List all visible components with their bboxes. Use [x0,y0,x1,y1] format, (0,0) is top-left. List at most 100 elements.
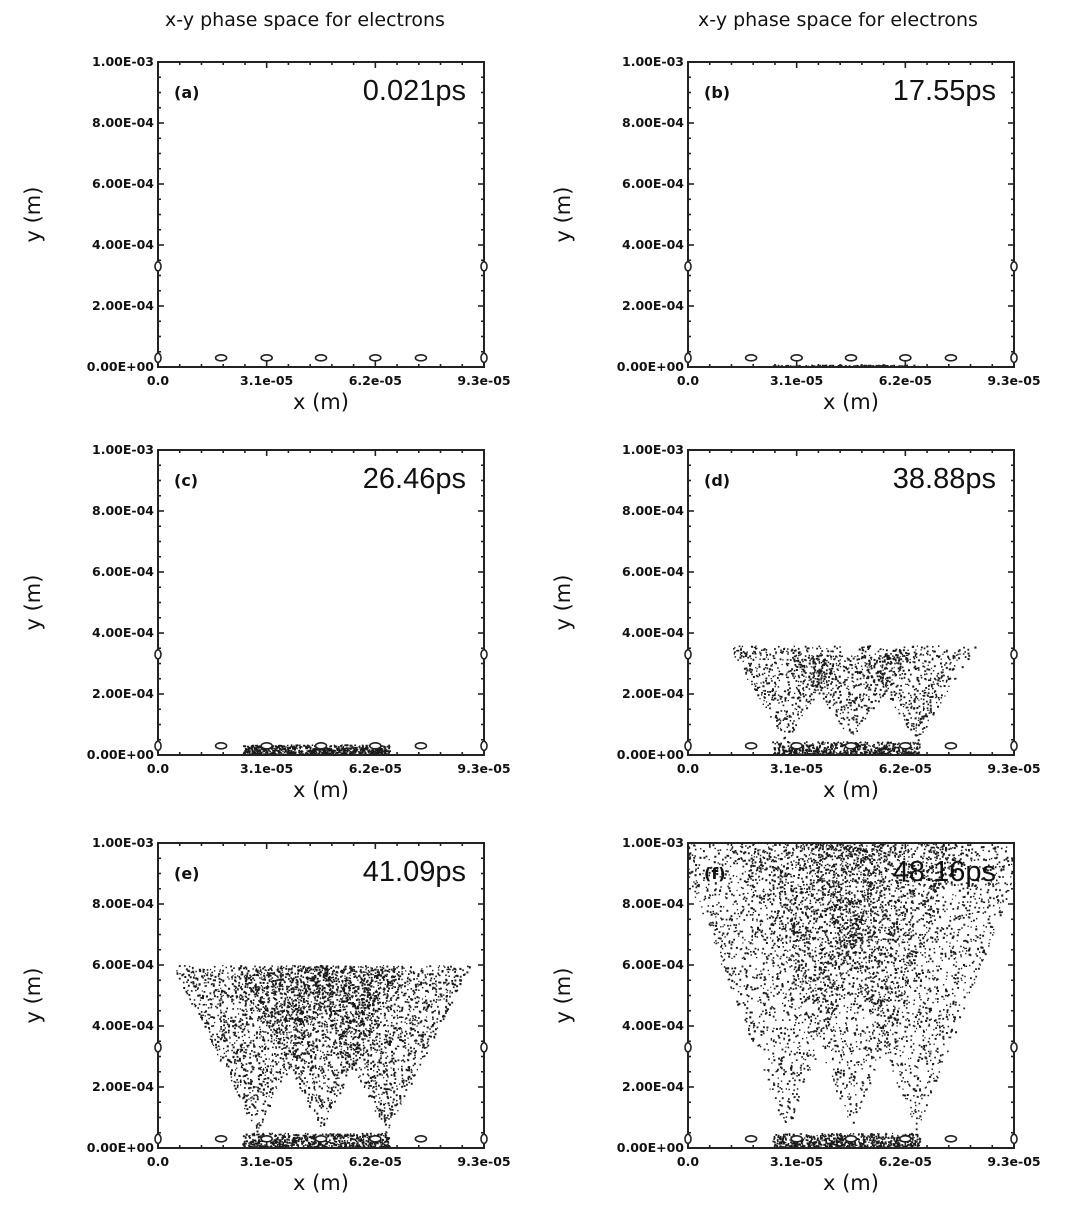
boundary-marker [744,1135,758,1143]
electron-points [741,843,960,1124]
y-tick-label: 0.00E+00 [87,747,155,762]
boundary-marker [1010,649,1018,660]
panel-f: 0.00E+00 2.00E-04 4.00E-04 6.00E-04 8.00E-04… [551,835,1041,1195]
y-tick-label: 0.00E+00 [617,747,685,762]
y-tick-label: 6.00E-04 [92,564,154,579]
y-tick-label: 2.00E-04 [622,298,684,313]
plot-frame [157,449,485,756]
electron-region-cone-1 [688,843,897,1123]
x-tick-label: 6.2e-05 [349,373,402,388]
x-tick-label: 0.0 [677,1154,699,1169]
x-tick-label: 6.2e-05 [879,373,932,388]
boundary-marker [369,1135,382,1143]
boundary-marker [480,261,488,272]
boundary-marker [1010,740,1018,752]
y-tick-label: 8.00E-04 [92,115,154,130]
x-tick-label: 6.2e-05 [349,1154,402,1169]
boundary-marker [684,649,692,660]
y-tick-label: 1.00E-03 [622,835,684,850]
boundary-marker [1010,1133,1018,1145]
y-tick-label: 8.00E-04 [622,115,684,130]
boundary-marker [154,1042,162,1053]
boundary-marker [260,354,273,362]
plot-frame [687,61,1015,368]
electron-points [176,965,338,1133]
electron-points [772,741,921,755]
plot-frame [157,61,485,368]
boundary-marker [844,354,858,362]
boundary-marker [944,354,958,362]
boundary-marker [414,1135,428,1143]
x-tick-label: 3.1e-05 [240,761,293,776]
y-tick-label: 4.00E-04 [622,1018,684,1033]
y-tick-label: 0.00E+00 [617,359,685,374]
y-axis-label: y (m) [551,968,575,1024]
x-tick-label: 0.0 [677,761,699,776]
electron-points [793,654,909,735]
boundary-marker [314,742,328,750]
electron-cloud [176,965,471,1148]
x-axis-label: x (m) [293,1171,349,1195]
panel-c: 0.00E+00 2.00E-04 4.00E-04 6.00E-04 8.00E-04… [21,442,511,802]
boundary-marker [790,354,803,362]
boundary-marker [414,354,428,362]
time-label: 41.09ps [363,856,466,888]
electron-cloud [733,645,977,755]
boundary-marker [369,742,382,750]
boundary-marker [844,742,858,750]
boundary-marker [369,354,382,362]
column-title-left: x-y phase space for electrons [165,9,445,31]
x-axis-label: x (m) [823,778,879,802]
y-tick-label: 2.00E-04 [92,298,154,313]
x-tick-label: 9.3e-05 [987,761,1040,776]
y-tick-label: 2.00E-04 [92,1079,154,1094]
boundary-marker [684,1133,692,1145]
x-axis-label: x (m) [293,390,349,414]
y-tick-label: 6.00E-04 [622,564,684,579]
boundary-marker [790,1135,803,1143]
y-axis-label: y (m) [21,575,45,631]
boundary-marker [684,352,692,364]
y-tick-label: 6.00E-04 [92,176,154,191]
x-axis-label: x (m) [823,390,879,414]
panel-b: 0.00E+00 2.00E-04 4.00E-04 6.00E-04 8.00E-04… [551,54,1041,414]
electron-region-cone-2 [741,843,960,1124]
y-tick-label: 8.00E-04 [622,503,684,518]
boundary-marker [314,1135,328,1143]
y-tick-label: 1.00E-03 [92,54,154,69]
boundary-marker [790,742,803,750]
boundary-marker [744,354,758,362]
electron-region-cone-1 [176,965,338,1133]
x-tick-label: 3.1e-05 [240,1154,293,1169]
x-tick-label: 9.3e-05 [457,761,510,776]
time-label: 48.16ps [893,856,996,888]
electron-points [688,843,897,1123]
column-title-right: x-y phase space for electrons [698,9,978,31]
y-tick-label: 6.00E-04 [92,957,154,972]
boundary-marker [154,261,162,272]
x-tick-label: 6.2e-05 [879,761,932,776]
boundary-marker [214,354,228,362]
electron-region-layer-0 [772,1132,922,1148]
x-tick-label: 9.3e-05 [987,1154,1040,1169]
x-axis-label: x (m) [293,778,349,802]
boundary-marker [480,352,488,364]
y-tick-label: 1.00E-03 [622,442,684,457]
y-tick-label: 4.00E-04 [92,1018,154,1033]
boundary-marker [684,740,692,752]
boundary-marker [154,1133,162,1145]
x-tick-label: 3.1e-05 [770,1154,823,1169]
electron-region-cone-2 [793,654,909,735]
boundary-marker [899,742,912,750]
x-tick-label: 3.1e-05 [240,373,293,388]
boundary-marker [480,649,488,660]
x-tick-label: 3.1e-05 [770,761,823,776]
x-tick-label: 0.0 [147,373,169,388]
y-tick-label: 4.00E-04 [622,237,684,252]
boundary-marker [480,1042,488,1053]
time-label: 38.88ps [893,463,996,495]
y-tick-label: 0.00E+00 [617,1140,685,1155]
boundary-marker [414,742,428,750]
electron-points [807,843,1014,1131]
